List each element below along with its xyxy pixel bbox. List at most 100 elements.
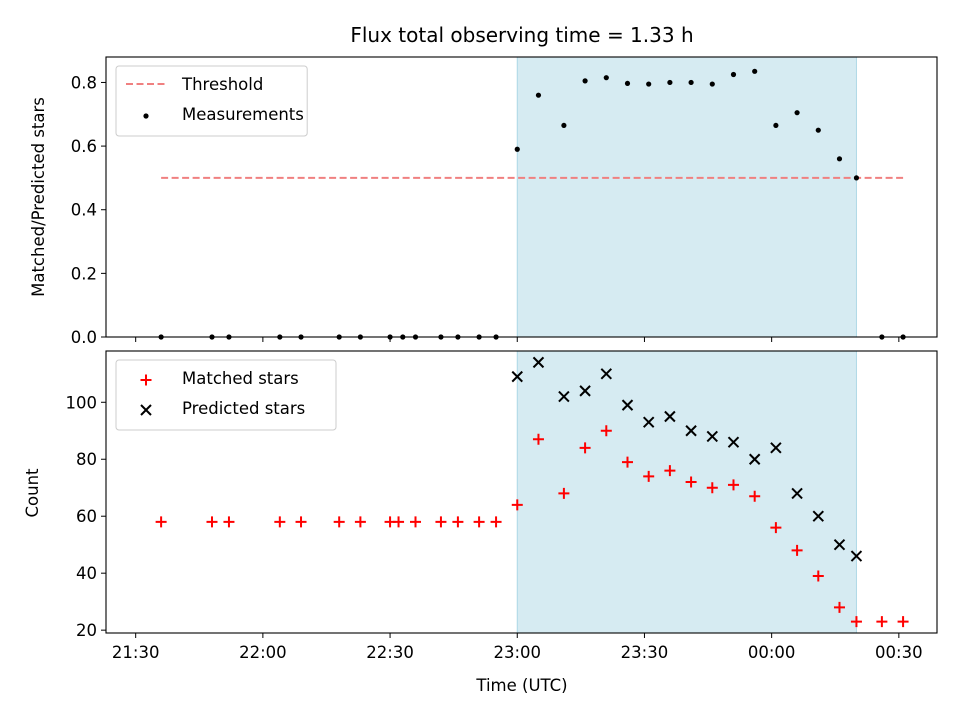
y-tick-label: 0.2 <box>71 264 97 283</box>
legend-item: Threshold <box>126 75 263 94</box>
legend: Threshold Measurements <box>115 65 308 137</box>
matched-stars-marker <box>223 516 235 528</box>
x-tick-label: 23:30 <box>621 643 669 662</box>
y-tick-label: 60 <box>76 507 97 526</box>
legend-label: Predicted stars <box>182 399 305 418</box>
legend-label: Measurements <box>182 105 304 124</box>
legend: Matched stars Predicted stars <box>115 359 337 431</box>
legend-marker-swatch <box>143 113 149 119</box>
observing-window-shade <box>516 56 857 338</box>
measurements-marker <box>853 175 860 181</box>
axes-frame <box>105 56 938 338</box>
predicted-stars-marker <box>579 385 591 397</box>
measurements-marker <box>582 78 588 84</box>
matched-stars-marker <box>685 476 697 488</box>
predicted-stars-marker <box>685 425 697 437</box>
measurements-marker <box>794 110 800 116</box>
measurements-marker <box>709 81 715 87</box>
matched-stars-marker <box>473 516 485 528</box>
y-tick-label: 80 <box>76 450 97 469</box>
y-axis-label-top: Matched/Predicted stars <box>29 97 48 297</box>
y-tick-label: 20 <box>76 621 97 640</box>
measurements-marker <box>730 71 737 78</box>
matched-stars-marker <box>621 456 633 468</box>
measurements-marker <box>514 146 520 152</box>
y-tick-label: 0.6 <box>71 137 97 156</box>
measurements-marker <box>815 127 821 133</box>
legend-label: Matched stars <box>182 369 299 388</box>
matched-stars-marker <box>511 499 523 511</box>
predicted-stars-marker <box>706 430 718 443</box>
measurements-marker <box>535 92 542 98</box>
matched-stars-marker <box>393 516 405 528</box>
chart-title: Flux total observing time = 1.33 h <box>350 23 693 47</box>
matched-stars-marker <box>295 516 307 528</box>
legend-frame <box>115 359 337 431</box>
x-tick-label: 00:30 <box>875 643 923 662</box>
bottom-panel-counts: 20 40 60 80 100 21:30 22:00 22:30 23:00 23:30 00:0… <box>66 350 938 662</box>
predicted-stars-marker <box>600 368 613 380</box>
matched-stars-marker <box>876 616 888 628</box>
matched-stars-marker <box>354 516 366 528</box>
predicted-stars-marker <box>791 487 803 500</box>
matched-stars-marker <box>749 490 761 502</box>
predicted-stars-marker <box>664 410 676 423</box>
matched-stars-marker <box>770 522 782 534</box>
y-tick-label: 0.0 <box>71 328 97 347</box>
predicted-stars-marker <box>558 390 570 403</box>
legend-marker-swatch <box>140 374 152 386</box>
predicted-stars-marker <box>532 356 545 369</box>
y-tick-label: 40 <box>76 564 97 583</box>
measurements-marker <box>667 79 673 86</box>
matched-stars-marker <box>452 516 464 528</box>
x-tick-label: 22:30 <box>366 643 414 662</box>
matched-stars-marker <box>579 442 591 454</box>
matched-stars-marker <box>791 544 803 556</box>
matched-stars-marker <box>333 516 345 528</box>
measurements-marker <box>688 79 694 86</box>
legend-item: Predicted stars <box>140 399 305 418</box>
predicted-stars-marker <box>812 510 824 522</box>
legend-item: Measurements <box>143 105 304 124</box>
predicted-stars-marker <box>642 416 655 428</box>
matched-stars-marker <box>664 465 676 477</box>
matched-stars-marker <box>600 425 612 437</box>
matched-stars-marker <box>490 516 502 528</box>
matched-stars-marker <box>706 482 718 494</box>
matched-stars-marker <box>727 479 739 491</box>
y-tick-label: 100 <box>66 393 98 412</box>
matched-stars-marker <box>833 601 845 613</box>
legend-marker-swatch <box>140 404 152 416</box>
matched-stars-marker <box>812 570 824 582</box>
matched-stars-marker <box>532 433 544 445</box>
x-tick-label: 23:00 <box>493 643 541 662</box>
x-axis-label: Time (UTC) <box>475 676 567 695</box>
measurements-marker <box>561 122 567 129</box>
matched-stars-marker <box>274 516 286 528</box>
x-tick-label: 21:30 <box>112 643 160 662</box>
measurements-marker <box>836 156 843 162</box>
y-axis-label-bottom: Count <box>23 468 42 518</box>
legend-item: Matched stars <box>140 369 299 388</box>
matched-stars-marker <box>558 487 570 499</box>
matched-stars-marker <box>410 516 422 528</box>
top-panel-ratio: 0.0 0.2 0.4 0.6 0.8 Threshold Measurements <box>71 56 938 347</box>
matched-stars-marker <box>435 516 447 528</box>
predicted-stars-marker <box>770 442 782 454</box>
x-tick-label: 22:00 <box>239 643 287 662</box>
axes-frame <box>105 350 938 634</box>
measurements-marker <box>752 68 758 74</box>
y-tick-label: 0.8 <box>71 73 97 92</box>
measurements-marker <box>624 80 631 87</box>
matched-stars-marker <box>897 616 909 628</box>
predicted-stars-marker <box>621 399 634 411</box>
matched-stars-marker <box>850 616 862 628</box>
predicted-stars-marker <box>727 436 740 448</box>
matched-stars-marker <box>643 470 655 482</box>
legend-label: Threshold <box>181 75 263 94</box>
predicted-stars-marker <box>833 538 846 551</box>
x-tick-label: 00:00 <box>748 643 796 662</box>
measurements-marker <box>603 75 609 81</box>
predicted-stars-marker <box>850 550 863 562</box>
